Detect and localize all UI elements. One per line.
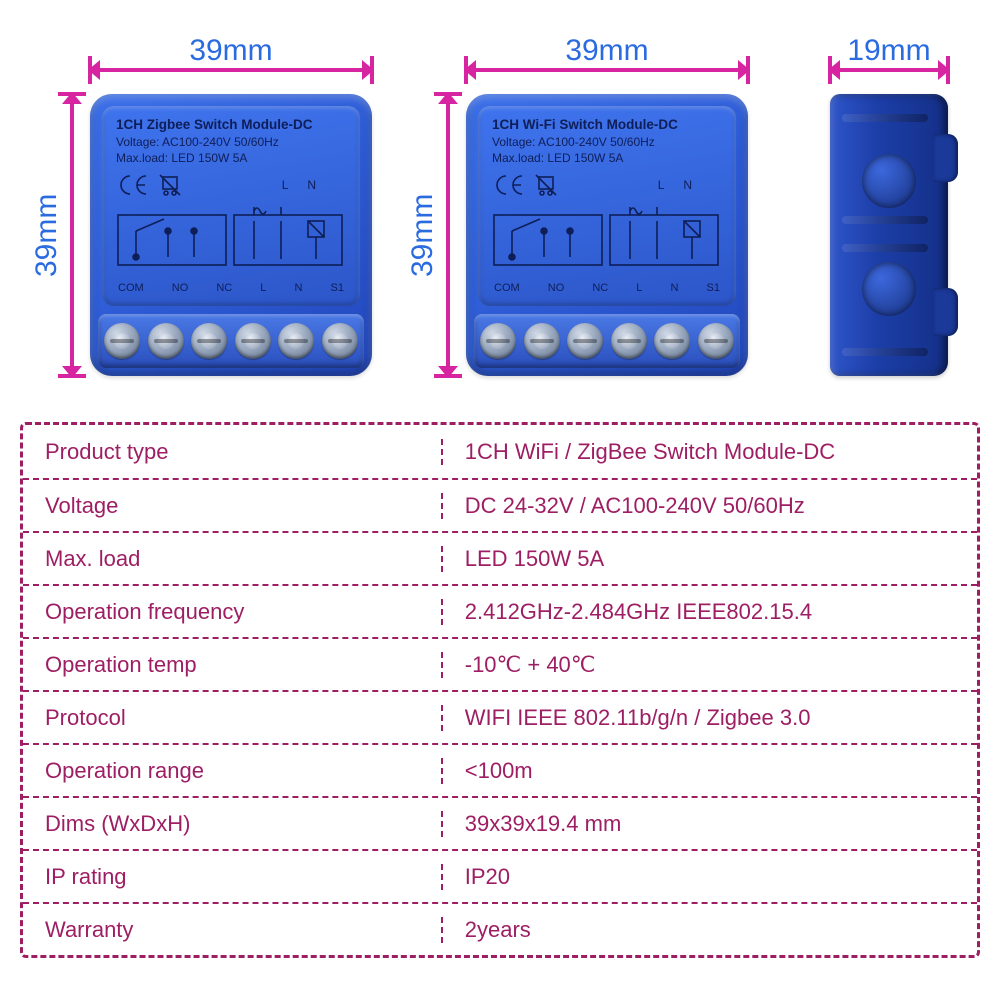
terminal-screw bbox=[654, 323, 690, 359]
terminal-screw bbox=[148, 323, 184, 359]
dimension-label: 39mm bbox=[90, 34, 372, 68]
ce-icon bbox=[116, 173, 150, 197]
spec-value: LED 150W 5A bbox=[443, 546, 977, 572]
terminal-screw bbox=[278, 323, 314, 359]
spec-label: Dims (WxDxH) bbox=[23, 811, 443, 837]
module-front-1: 1CH Zigbee Switch Module-DC Voltage: AC1… bbox=[90, 94, 372, 376]
spec-value: DC 24-32V / AC100-240V 50/60Hz bbox=[443, 493, 977, 519]
ln-upper-label: L N bbox=[282, 177, 324, 193]
terminal-label: S1 bbox=[331, 281, 344, 296]
dimension-bar-height-1: 39mm bbox=[70, 94, 74, 376]
module-maxload: Max.load: LED 150W 5A bbox=[116, 150, 346, 166]
product-area: 39mm 39mm 19mm 39mm 39mm 1CH Zigbee Swit… bbox=[38, 32, 962, 402]
dimension-label: 39mm bbox=[466, 34, 748, 68]
terminal-label: NO bbox=[548, 281, 565, 296]
module-title: 1CH Zigbee Switch Module-DC bbox=[116, 116, 346, 134]
spec-value: <100m bbox=[443, 758, 977, 784]
spec-label: Warranty bbox=[23, 917, 443, 943]
dimension-label: 39mm bbox=[30, 94, 64, 376]
spec-row: ProtocolWIFI IEEE 802.11b/g/n / Zigbee 3… bbox=[23, 690, 977, 743]
spec-row: Product type1CH WiFi / ZigBee Switch Mod… bbox=[23, 425, 977, 478]
terminal-screw bbox=[235, 323, 271, 359]
module-voltage: Voltage: AC100-240V 50/60Hz bbox=[116, 134, 346, 150]
spec-row: Operation frequency2.412GHz-2.484GHz IEE… bbox=[23, 584, 977, 637]
spec-row: Operation temp-10℃ + 40℃ bbox=[23, 637, 977, 690]
module-face: 1CH Zigbee Switch Module-DC Voltage: AC1… bbox=[102, 106, 360, 306]
module-maxload: Max.load: LED 150W 5A bbox=[492, 150, 722, 166]
spec-label: Operation frequency bbox=[23, 599, 443, 625]
spec-value: -10℃ + 40℃ bbox=[443, 652, 977, 678]
weee-icon bbox=[158, 173, 182, 197]
module-front-2: 1CH Wi-Fi Switch Module-DC Voltage: AC10… bbox=[466, 94, 748, 376]
terminal-screw bbox=[611, 323, 647, 359]
spec-value: 39x39x19.4 mm bbox=[443, 811, 977, 837]
dimension-label: 19mm bbox=[830, 34, 948, 68]
compliance-icons: L N bbox=[116, 173, 346, 197]
spec-label: Max. load bbox=[23, 546, 443, 572]
spec-row: IP ratingIP20 bbox=[23, 849, 977, 902]
wiring-diagram bbox=[116, 201, 346, 279]
ln-upper-label: L N bbox=[658, 177, 700, 193]
terminal-label: NC bbox=[592, 281, 608, 296]
spec-row: Dims (WxDxH)39x39x19.4 mm bbox=[23, 796, 977, 849]
module-face: 1CH Wi-Fi Switch Module-DC Voltage: AC10… bbox=[478, 106, 736, 306]
spec-label: IP rating bbox=[23, 864, 443, 890]
spec-value: IP20 bbox=[443, 864, 977, 890]
spec-row: VoltageDC 24-32V / AC100-240V 50/60Hz bbox=[23, 478, 977, 531]
terminal-label: N bbox=[295, 281, 303, 296]
terminal-screw bbox=[567, 323, 603, 359]
module-side-view bbox=[830, 94, 948, 376]
terminal-screw bbox=[191, 323, 227, 359]
spec-label: Protocol bbox=[23, 705, 443, 731]
terminal-label: S1 bbox=[707, 281, 720, 296]
terminal-screw bbox=[104, 323, 140, 359]
terminal-label: NO bbox=[172, 281, 189, 296]
terminal-screw bbox=[524, 323, 560, 359]
terminal-screw bbox=[322, 323, 358, 359]
terminal-screw bbox=[698, 323, 734, 359]
terminal-label: L bbox=[260, 281, 266, 296]
terminal-screw bbox=[480, 323, 516, 359]
spec-value: 2.412GHz-2.484GHz IEEE802.15.4 bbox=[443, 599, 977, 625]
spec-value: 2years bbox=[443, 917, 977, 943]
terminal-block bbox=[98, 314, 364, 368]
dimension-bar-width-2: 39mm bbox=[466, 68, 748, 72]
weee-icon bbox=[534, 173, 558, 197]
spec-label: Operation range bbox=[23, 758, 443, 784]
terminal-label: N bbox=[671, 281, 679, 296]
spec-row: Max. loadLED 150W 5A bbox=[23, 531, 977, 584]
terminal-label: NC bbox=[216, 281, 232, 296]
dimension-bar-width-3: 19mm bbox=[830, 68, 948, 72]
spec-row: Operation range<100m bbox=[23, 743, 977, 796]
module-voltage: Voltage: AC100-240V 50/60Hz bbox=[492, 134, 722, 150]
spec-row: Warranty2years bbox=[23, 902, 977, 955]
module-title: 1CH Wi-Fi Switch Module-DC bbox=[492, 116, 722, 134]
terminal-labels: COM NO NC L N S1 bbox=[492, 281, 722, 296]
terminal-label: L bbox=[636, 281, 642, 296]
dimension-label: 39mm bbox=[406, 94, 440, 376]
spec-table: Product type1CH WiFi / ZigBee Switch Mod… bbox=[20, 422, 980, 958]
compliance-icons: L N bbox=[492, 173, 722, 197]
terminal-label: COM bbox=[118, 281, 144, 296]
ce-icon bbox=[492, 173, 526, 197]
terminal-block bbox=[474, 314, 740, 368]
dimension-bar-width-1: 39mm bbox=[90, 68, 372, 72]
spec-value: 1CH WiFi / ZigBee Switch Module-DC bbox=[443, 439, 977, 465]
spec-label: Operation temp bbox=[23, 652, 443, 678]
terminal-label: COM bbox=[494, 281, 520, 296]
spec-label: Voltage bbox=[23, 493, 443, 519]
spec-label: Product type bbox=[23, 439, 443, 465]
terminal-labels: COM NO NC L N S1 bbox=[116, 281, 346, 296]
dimension-bar-height-2: 39mm bbox=[446, 94, 450, 376]
wiring-diagram bbox=[492, 201, 722, 279]
spec-value: WIFI IEEE 802.11b/g/n / Zigbee 3.0 bbox=[443, 705, 977, 731]
